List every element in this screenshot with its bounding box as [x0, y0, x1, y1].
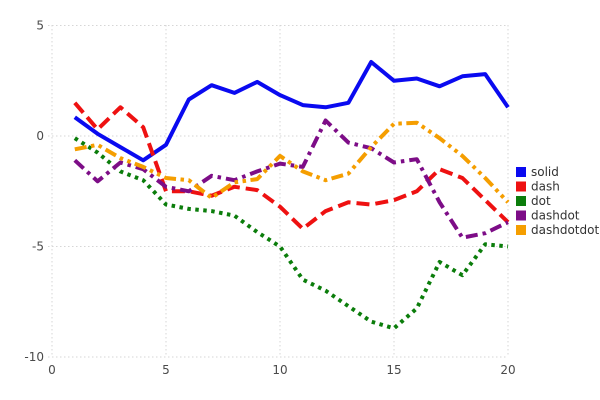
y-tick-label: 0: [36, 129, 44, 143]
x-tick-label: 0: [48, 363, 56, 377]
x-tick-label: 5: [162, 363, 170, 377]
axis-tick-labels: 0 5 10 15 20 5 0 -5 -10: [24, 19, 515, 378]
gridlines: [48, 25, 509, 358]
legend-label-dashdot: dashdot: [531, 209, 580, 223]
y-tick-label: -10: [24, 350, 44, 364]
legend-label-dash: dash: [531, 180, 560, 194]
legend-item-dashdot[interactable]: dashdot: [516, 209, 580, 223]
legend-label-solid: solid: [531, 165, 559, 179]
legend-item-solid[interactable]: solid: [516, 165, 559, 179]
series-line-dash: [73, 101, 510, 231]
x-tick-label: 20: [500, 363, 515, 377]
y-tick-label: -5: [32, 240, 44, 254]
legend-item-dashdotdot[interactable]: dashdotdot: [516, 223, 599, 237]
series-line-dashdot: [73, 118, 509, 240]
x-tick-label: 15: [386, 363, 401, 377]
series-line-solid: [73, 60, 510, 163]
legend-item-dot[interactable]: dot: [516, 194, 551, 208]
legend-swatch-solid: [516, 167, 526, 177]
legend-swatch-dashdot: [516, 210, 526, 221]
legend-swatch-dash: [516, 181, 526, 192]
legend-swatch-dot: [516, 196, 526, 206]
y-tick-label: 5: [36, 19, 44, 33]
series-line-dashdotdot: [74, 120, 510, 204]
legend-label-dashdotdot: dashdotdot: [531, 223, 599, 237]
x-tick-label: 10: [272, 363, 287, 377]
legend-item-dash[interactable]: dash: [516, 180, 560, 194]
legend-swatch-dashdotdot: [516, 225, 526, 235]
series-line-dot: [73, 136, 509, 331]
legend-label-dot: dot: [531, 194, 551, 208]
